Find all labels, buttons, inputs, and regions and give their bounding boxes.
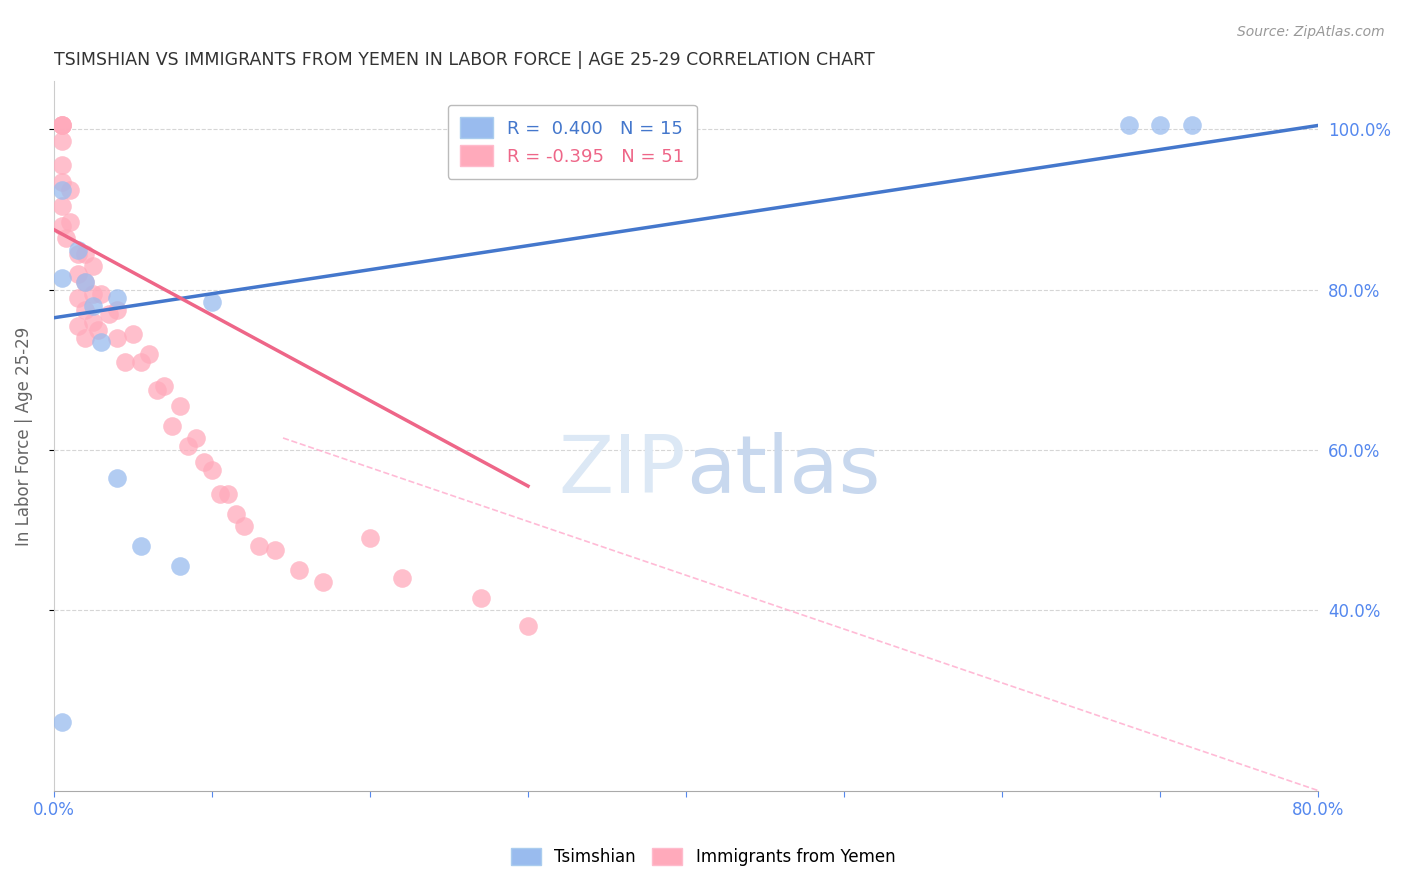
Point bbox=[98, 307, 121, 321]
Point bbox=[391, 571, 413, 585]
Point bbox=[208, 487, 231, 501]
Point bbox=[66, 267, 89, 281]
Point bbox=[51, 182, 73, 196]
Point bbox=[51, 270, 73, 285]
Point bbox=[66, 243, 89, 257]
Point bbox=[359, 531, 381, 545]
Point bbox=[129, 355, 152, 369]
Point bbox=[145, 383, 167, 397]
Text: ZIP: ZIP bbox=[558, 433, 686, 510]
Text: atlas: atlas bbox=[686, 433, 880, 510]
Point bbox=[162, 419, 184, 434]
Point bbox=[105, 471, 128, 485]
Point bbox=[51, 175, 73, 189]
Text: Source: ZipAtlas.com: Source: ZipAtlas.com bbox=[1237, 25, 1385, 39]
Point bbox=[87, 323, 110, 337]
Point bbox=[232, 519, 254, 533]
Point bbox=[129, 539, 152, 553]
Point bbox=[75, 275, 97, 289]
Point bbox=[59, 182, 82, 196]
Point bbox=[105, 331, 128, 345]
Point bbox=[90, 286, 112, 301]
Point bbox=[169, 559, 191, 574]
Point bbox=[51, 119, 73, 133]
Point bbox=[75, 275, 97, 289]
Point bbox=[138, 347, 160, 361]
Point bbox=[201, 463, 224, 477]
Point bbox=[1118, 119, 1140, 133]
Point bbox=[105, 302, 128, 317]
Point bbox=[51, 219, 73, 233]
Legend: R =  0.400   N = 15, R = -0.395   N = 51: R = 0.400 N = 15, R = -0.395 N = 51 bbox=[447, 104, 697, 178]
Point bbox=[66, 246, 89, 260]
Point bbox=[59, 214, 82, 228]
Point bbox=[169, 399, 191, 413]
Point bbox=[288, 563, 311, 577]
Point bbox=[217, 487, 239, 501]
Point bbox=[82, 315, 104, 329]
Point bbox=[114, 355, 136, 369]
Point bbox=[66, 291, 89, 305]
Point bbox=[184, 431, 207, 445]
Point bbox=[51, 119, 73, 133]
Point bbox=[247, 539, 270, 553]
Text: TSIMSHIAN VS IMMIGRANTS FROM YEMEN IN LABOR FORCE | AGE 25-29 CORRELATION CHART: TSIMSHIAN VS IMMIGRANTS FROM YEMEN IN LA… bbox=[53, 51, 875, 69]
Point bbox=[225, 507, 247, 521]
Point bbox=[51, 715, 73, 730]
Point bbox=[51, 198, 73, 212]
Point bbox=[51, 135, 73, 149]
Point bbox=[75, 302, 97, 317]
Point bbox=[470, 591, 492, 606]
Point bbox=[90, 334, 112, 349]
Point bbox=[517, 619, 540, 633]
Point bbox=[201, 294, 224, 309]
Point bbox=[51, 159, 73, 173]
Point bbox=[105, 291, 128, 305]
Point bbox=[311, 575, 333, 590]
Legend: Tsimshian, Immigrants from Yemen: Tsimshian, Immigrants from Yemen bbox=[503, 841, 903, 873]
Point bbox=[177, 439, 200, 453]
Point bbox=[55, 230, 77, 244]
Point bbox=[1181, 119, 1204, 133]
Point bbox=[264, 543, 287, 558]
Point bbox=[1149, 119, 1171, 133]
Point bbox=[193, 455, 215, 469]
Point bbox=[82, 259, 104, 273]
Point bbox=[51, 119, 73, 133]
Point bbox=[75, 331, 97, 345]
Point bbox=[66, 318, 89, 333]
Point bbox=[153, 379, 176, 393]
Point bbox=[121, 326, 143, 341]
Point bbox=[75, 246, 97, 260]
Point bbox=[82, 299, 104, 313]
Point bbox=[82, 286, 104, 301]
Y-axis label: In Labor Force | Age 25-29: In Labor Force | Age 25-29 bbox=[15, 326, 32, 546]
